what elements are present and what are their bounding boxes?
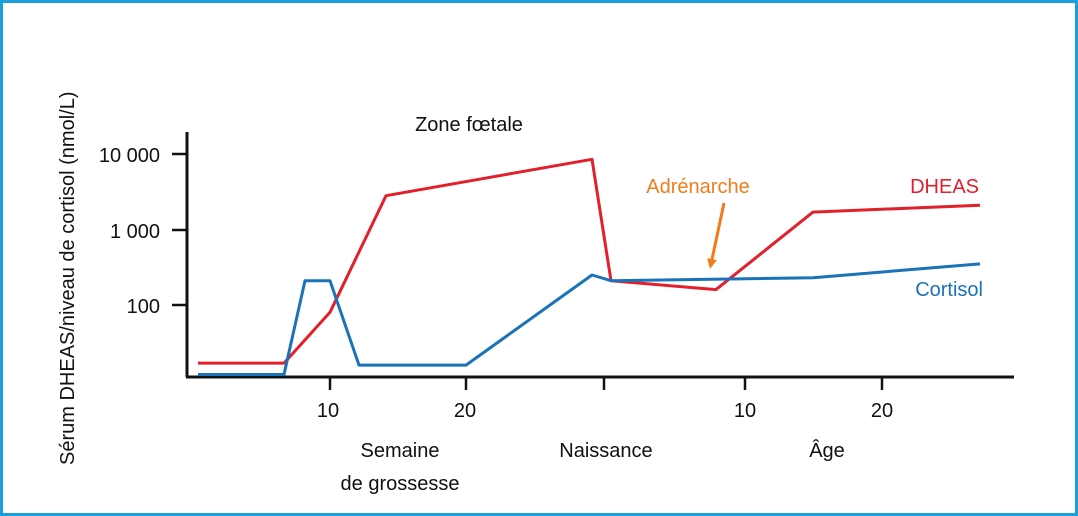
y-axis-label: Sérum DHEAS/niveau de cortisol (nmol/L) <box>57 92 79 465</box>
y-tick-label-100: 100 <box>127 296 160 318</box>
x-tick-label-4: 10 <box>734 400 756 422</box>
series-line-cortisol <box>198 262 981 376</box>
adrenarche-arrow <box>707 202 726 269</box>
series-line-dheas <box>198 157 981 365</box>
x-group-label-pregnancy-1: Semaine <box>361 440 440 462</box>
y-tick-label-10000: 10 000 <box>99 145 160 167</box>
adrenarche-label: Adrénarche <box>646 176 749 198</box>
x-tick-label-2: 20 <box>454 400 476 422</box>
x-group-label-pregnancy-2: de grossesse <box>341 473 460 495</box>
x-tick-label-5: 20 <box>871 400 893 422</box>
series-label-dheas: DHEAS <box>910 176 979 198</box>
fetal-zone-label: Zone fœtale <box>415 114 523 136</box>
series-label-cortisol: Cortisol <box>915 279 983 301</box>
x-tick-label-1: 10 <box>317 400 339 422</box>
x-group-label-age: Âge <box>809 439 845 462</box>
x-group-label-birth: Naissance <box>559 440 652 462</box>
y-tick-label-1000: 1 000 <box>110 221 160 243</box>
